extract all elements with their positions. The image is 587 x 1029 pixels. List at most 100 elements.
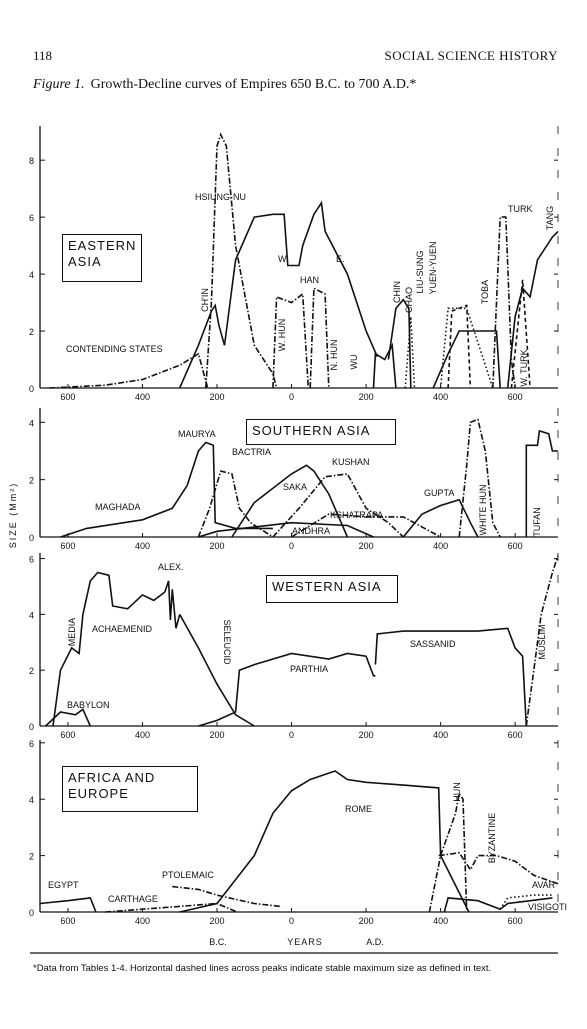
- y-tick-label: 2: [29, 666, 34, 676]
- empire-curve: [49, 352, 209, 389]
- empire-label: ANDHRA: [292, 526, 330, 536]
- empire-label: KUSHAN: [332, 457, 370, 467]
- empire-label: YUEN-YUEN: [428, 241, 438, 294]
- y-tick-label: 4: [29, 610, 34, 620]
- x-tick-label: 200: [359, 730, 374, 740]
- empire-curve: [443, 897, 553, 913]
- y-tick-label: 6: [29, 555, 34, 565]
- x-tick-label: 600: [508, 916, 523, 926]
- panel-title: SOUTHERN ASIA: [246, 419, 396, 445]
- caption-label: Figure 1.: [33, 77, 85, 92]
- empire-label: TANG: [545, 206, 555, 230]
- panel-title: WESTERN ASIA: [266, 575, 398, 603]
- empire-curve: [438, 851, 559, 885]
- panel-title: AFRICA AND EUROPE: [62, 766, 198, 812]
- empire-curve: [39, 897, 97, 913]
- empire-curve: [525, 555, 559, 727]
- empire-label: WHITE HUN: [478, 485, 488, 536]
- empire-label: SASSANID: [410, 639, 456, 649]
- empire-label: CH'IN: [200, 288, 210, 312]
- empire-curve: [164, 580, 181, 629]
- panel-title-box: EASTERN ASIA: [62, 234, 142, 282]
- empire-label: ACHAEMENID: [92, 624, 153, 634]
- x-tick-label: 200: [359, 541, 374, 551]
- empire-curve: [197, 470, 274, 538]
- empire-label: MAGHADA: [95, 502, 141, 512]
- y-tick-label: 2: [29, 476, 34, 486]
- empire-curve: [492, 216, 516, 389]
- empire-label: MEDIA: [67, 618, 77, 647]
- y-tick-label: 4: [29, 795, 34, 805]
- empire-curve: [82, 571, 166, 615]
- empire-curve: [510, 279, 531, 389]
- x-tick-label: 600: [508, 541, 523, 551]
- x-tick-label: 200: [209, 541, 224, 551]
- empire-label: PARTHIA: [290, 664, 328, 674]
- x-tick-label: 0: [289, 541, 294, 551]
- caption-text: Growth-Decline curves of Empires 650 B.C…: [90, 77, 417, 92]
- empire-curve: [52, 614, 84, 727]
- x-tick-label: 400: [433, 916, 448, 926]
- empire-label: MUSLIM: [537, 624, 547, 659]
- empire-curve: [223, 200, 379, 358]
- footnote: *Data from Tables 1-4. Horizontal dashed…: [33, 963, 492, 974]
- empire-label: CHIN: [392, 281, 402, 303]
- empire-label: SELEUCID: [222, 619, 232, 665]
- empire-label: TUFAN: [532, 507, 542, 537]
- x-tick-label: 0: [289, 392, 294, 402]
- x-tick-label: 200: [209, 392, 224, 402]
- x-tick-label: 400: [135, 916, 150, 926]
- empire-curve: [105, 902, 238, 913]
- x-tick-label: 400: [135, 730, 150, 740]
- x-tick-label: 400: [433, 541, 448, 551]
- y-tick-label: 4: [29, 418, 34, 428]
- empire-curve: [499, 894, 553, 910]
- empire-label: PTOLEMAIC: [162, 870, 214, 880]
- x-tick-label: 200: [209, 730, 224, 740]
- caption: Figure 1. Growth-Decline curves of Empire…: [33, 76, 453, 93]
- y-tick-label: 0: [29, 533, 34, 543]
- empire-curve: [458, 418, 501, 538]
- empire-curve: [372, 342, 397, 389]
- empire-label: HAN: [300, 275, 319, 285]
- empire-curve: [60, 484, 188, 538]
- panel-title-box: AFRICA AND EUROPE: [62, 766, 198, 812]
- y-tick-label: 0: [29, 722, 34, 732]
- y-tick-label: 6: [29, 213, 34, 223]
- empire-curve: [45, 708, 92, 727]
- x-tick-label: 400: [135, 541, 150, 551]
- x-tick-label: 0: [289, 730, 294, 740]
- x-axis-bc: B.C.: [209, 937, 227, 947]
- empire-label: TURK: [508, 204, 533, 214]
- empire-curve: [309, 287, 330, 389]
- y-tick-label: 8: [29, 156, 34, 166]
- empire-curve: [172, 885, 281, 908]
- empire-label: AVAR: [532, 880, 556, 890]
- x-tick-label: 600: [508, 730, 523, 740]
- empire-label: ALEX.: [158, 562, 184, 572]
- empire-curve: [374, 627, 528, 727]
- empire-label: ROME: [345, 804, 372, 814]
- empire-curve: [439, 307, 494, 389]
- y-tick-label: 0: [29, 384, 34, 394]
- empire-label: BACTRIA: [232, 447, 271, 457]
- empire-label: W. TURK: [519, 349, 529, 386]
- x-tick-label: 400: [433, 730, 448, 740]
- empire-label: HSIUNG-NU: [195, 192, 246, 202]
- x-tick-label: 400: [135, 392, 150, 402]
- empire-label: KSHATRAPA: [330, 510, 383, 520]
- empire-curve: [272, 292, 310, 389]
- panel-title-box: WESTERN ASIA: [266, 575, 398, 603]
- empire-label: CHAO: [404, 287, 414, 313]
- empire-label: CARTHAGE: [108, 894, 158, 904]
- empire-curve: [506, 230, 559, 389]
- empire-curve: [205, 132, 278, 389]
- x-tick-label: 600: [60, 916, 75, 926]
- y-tick-label: 4: [29, 270, 34, 280]
- empire-label: HUN: [452, 782, 462, 802]
- empire-curve: [291, 513, 441, 538]
- x-axis-title: YEARS: [287, 937, 323, 947]
- empire-label: WU: [349, 355, 359, 370]
- empire-label: W. HUN: [277, 319, 287, 352]
